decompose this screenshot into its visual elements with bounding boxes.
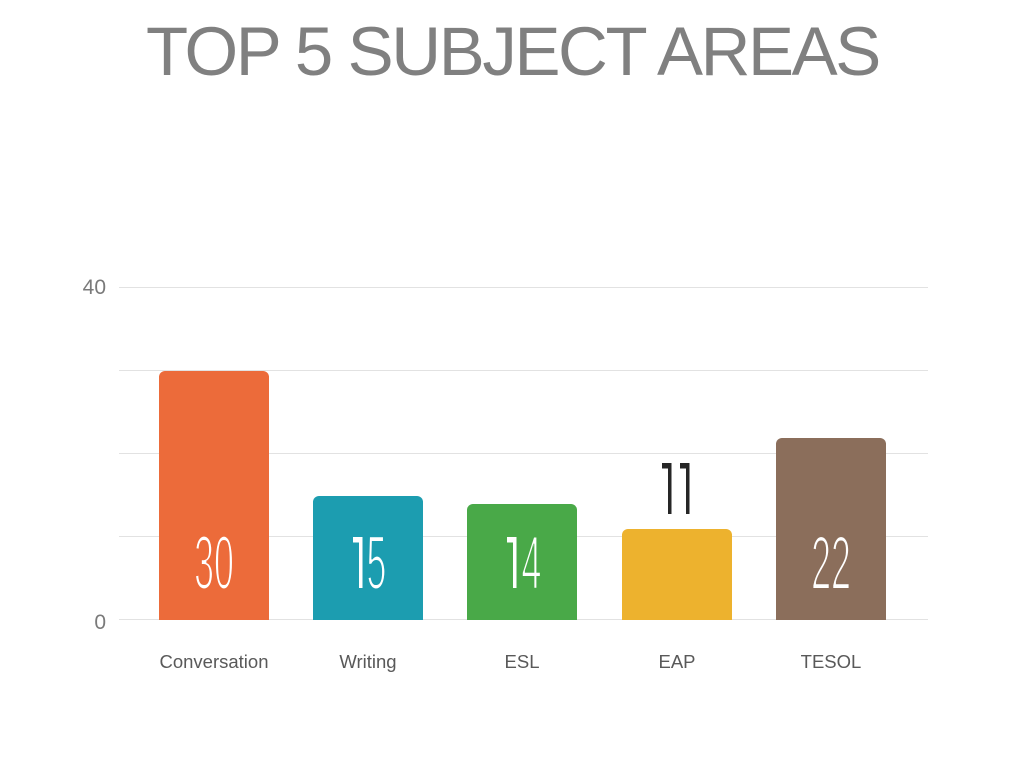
svg-text:30: 30 [194, 520, 234, 606]
svg-text:4: 4 [521, 520, 541, 606]
svg-text:5: 5 [367, 520, 387, 606]
svg-text:22: 22 [811, 520, 851, 606]
